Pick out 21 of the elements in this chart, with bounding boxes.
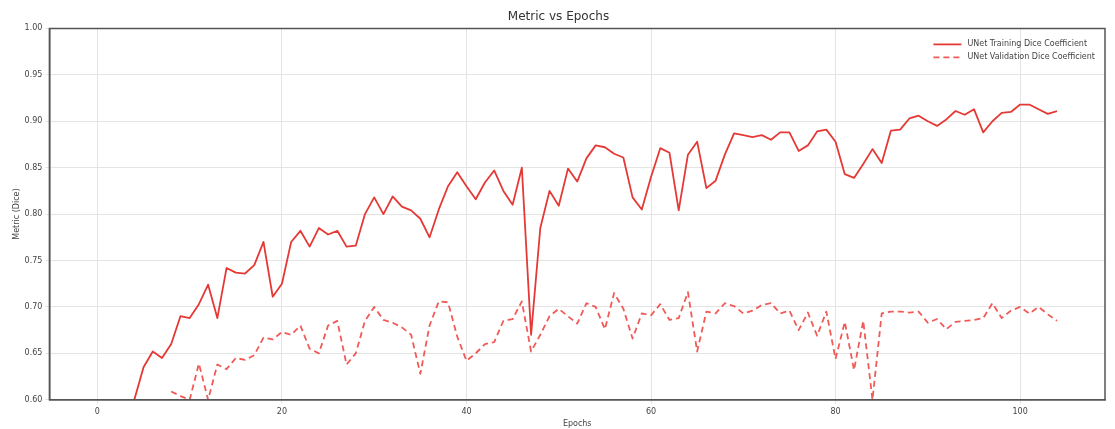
x-axis-title: Epochs bbox=[562, 419, 592, 429]
y-tick-label: 0.85 bbox=[24, 162, 43, 172]
y-tick-label: 0.80 bbox=[24, 209, 43, 219]
y-tick-label: 1.00 bbox=[24, 23, 43, 33]
legend-label: UNet Training Dice Coefficient bbox=[967, 39, 1088, 49]
x-tick-label: 100 bbox=[1012, 406, 1028, 416]
y-tick-label: 0.75 bbox=[24, 255, 43, 265]
x-tick-label: 20 bbox=[276, 406, 288, 416]
y-tick-label: 0.95 bbox=[24, 69, 43, 79]
line-series bbox=[170, 291, 1058, 400]
x-tick-label: 80 bbox=[830, 406, 841, 416]
x-tick-label: 0 bbox=[94, 406, 100, 416]
x-tick-label: 60 bbox=[645, 406, 657, 416]
y-axis-title: Metric (Dice) bbox=[11, 188, 21, 240]
y-tick-label: 0.90 bbox=[24, 116, 43, 126]
x-tick-label: 40 bbox=[461, 406, 472, 416]
legend-label: UNet Validation Dice Coefficient bbox=[967, 52, 1095, 62]
y-tick-label: 0.70 bbox=[24, 302, 43, 312]
y-tick-label: 0.60 bbox=[24, 394, 43, 404]
chart-title: Metric vs Epochs bbox=[507, 9, 610, 24]
y-tick-label: 0.65 bbox=[24, 348, 43, 358]
